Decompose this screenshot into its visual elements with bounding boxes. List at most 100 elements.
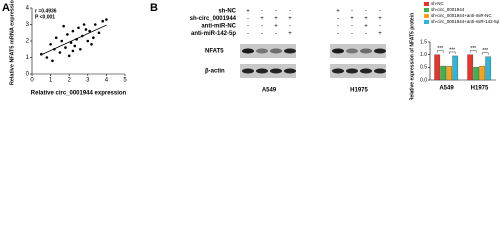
sign: - <box>379 9 381 15</box>
sign: - <box>247 24 249 30</box>
sign: - <box>247 31 249 37</box>
point <box>82 23 86 26</box>
sign: - <box>289 24 291 30</box>
legend-label: sh-NC <box>431 1 445 6</box>
point <box>71 49 75 53</box>
annotation: P <0.001 <box>35 14 55 20</box>
point <box>60 39 64 43</box>
sign: + <box>364 24 368 30</box>
point <box>58 51 62 54</box>
sign: - <box>247 16 249 22</box>
blot-strip <box>330 44 386 58</box>
point <box>79 47 82 51</box>
band <box>256 68 268 74</box>
y-tick-label: 1.0 <box>420 52 427 58</box>
y-tick-label: 0.5 <box>420 65 427 71</box>
sign: + <box>288 31 292 37</box>
band <box>270 68 282 74</box>
x-tick-label: 0 <box>30 78 34 84</box>
significance-bracket <box>437 50 444 53</box>
point <box>88 29 91 33</box>
annotation: r =0.4936 <box>35 8 57 14</box>
x-tick-label: 5 <box>123 78 127 84</box>
y-tick-label: 2 <box>26 39 30 45</box>
sign: - <box>351 24 353 30</box>
band <box>332 68 344 74</box>
sign: - <box>289 9 291 15</box>
sign: - <box>261 24 263 30</box>
point <box>73 44 77 48</box>
sign: - <box>261 9 263 15</box>
band <box>256 48 268 54</box>
band <box>360 48 372 54</box>
significance-bracket <box>482 52 489 55</box>
band <box>270 48 282 54</box>
sign: - <box>337 16 339 22</box>
legend-label: sh-circ_0001944+anti-miR-142-5p <box>431 19 500 24</box>
band <box>242 68 254 74</box>
sign: + <box>364 16 368 22</box>
sign: + <box>274 24 278 30</box>
sign: - <box>351 9 353 15</box>
sign: + <box>246 9 250 15</box>
sign: + <box>336 9 340 15</box>
bar <box>485 56 492 81</box>
x-tick-label: 3 <box>86 78 90 84</box>
point <box>86 39 90 43</box>
panel-label: A <box>2 2 10 14</box>
band <box>284 68 296 74</box>
panel-label: B <box>150 2 158 14</box>
band <box>346 68 358 74</box>
x-tick-label: A549 <box>439 86 454 92</box>
x-tick-label: H1975 <box>471 86 489 92</box>
condition-label: anti-miR-142-5p <box>191 31 236 37</box>
y-axis-label: Relative NFAT5 mRNA expression <box>9 0 15 85</box>
point <box>77 26 80 30</box>
sign: - <box>275 9 277 15</box>
sign: - <box>379 24 381 30</box>
regression-line <box>41 24 107 56</box>
significance: *** <box>482 48 488 54</box>
point <box>66 33 69 36</box>
sign: + <box>378 31 382 37</box>
sign: - <box>261 31 263 37</box>
condition-label: sh-circ_0001944 <box>190 16 237 22</box>
point <box>62 24 65 28</box>
point <box>90 43 93 46</box>
legend-swatch <box>424 2 429 6</box>
band <box>374 48 386 54</box>
point <box>51 59 54 63</box>
significance-bracket <box>449 51 456 54</box>
significance: *** <box>449 47 455 53</box>
y-tick-label: 3 <box>26 22 30 28</box>
sign: + <box>378 16 382 22</box>
blot-strip <box>240 44 296 58</box>
band <box>374 68 386 74</box>
bar <box>434 54 441 81</box>
bar <box>440 65 447 81</box>
cell-line-label: A549 <box>262 88 277 94</box>
y-tick-label: 0 <box>26 72 30 78</box>
band <box>346 48 358 54</box>
band <box>332 48 344 54</box>
significance-bracket <box>470 50 477 53</box>
legend-swatch <box>424 14 429 18</box>
sign: - <box>275 31 277 37</box>
bar <box>473 67 480 81</box>
point <box>84 28 88 31</box>
point <box>92 36 95 39</box>
point <box>69 41 73 44</box>
significance: *** <box>470 46 476 52</box>
point <box>64 46 67 49</box>
bar <box>446 65 453 81</box>
x-tick-label: 1 <box>49 78 53 84</box>
band <box>360 68 372 74</box>
bar <box>467 54 474 81</box>
condition-label: sh-NC <box>218 9 236 15</box>
sign: + <box>350 16 354 22</box>
band-label: β-actin <box>205 69 225 75</box>
legend-swatch <box>424 20 429 24</box>
y-tick-label: 0.0 <box>420 77 427 83</box>
point <box>54 36 58 39</box>
